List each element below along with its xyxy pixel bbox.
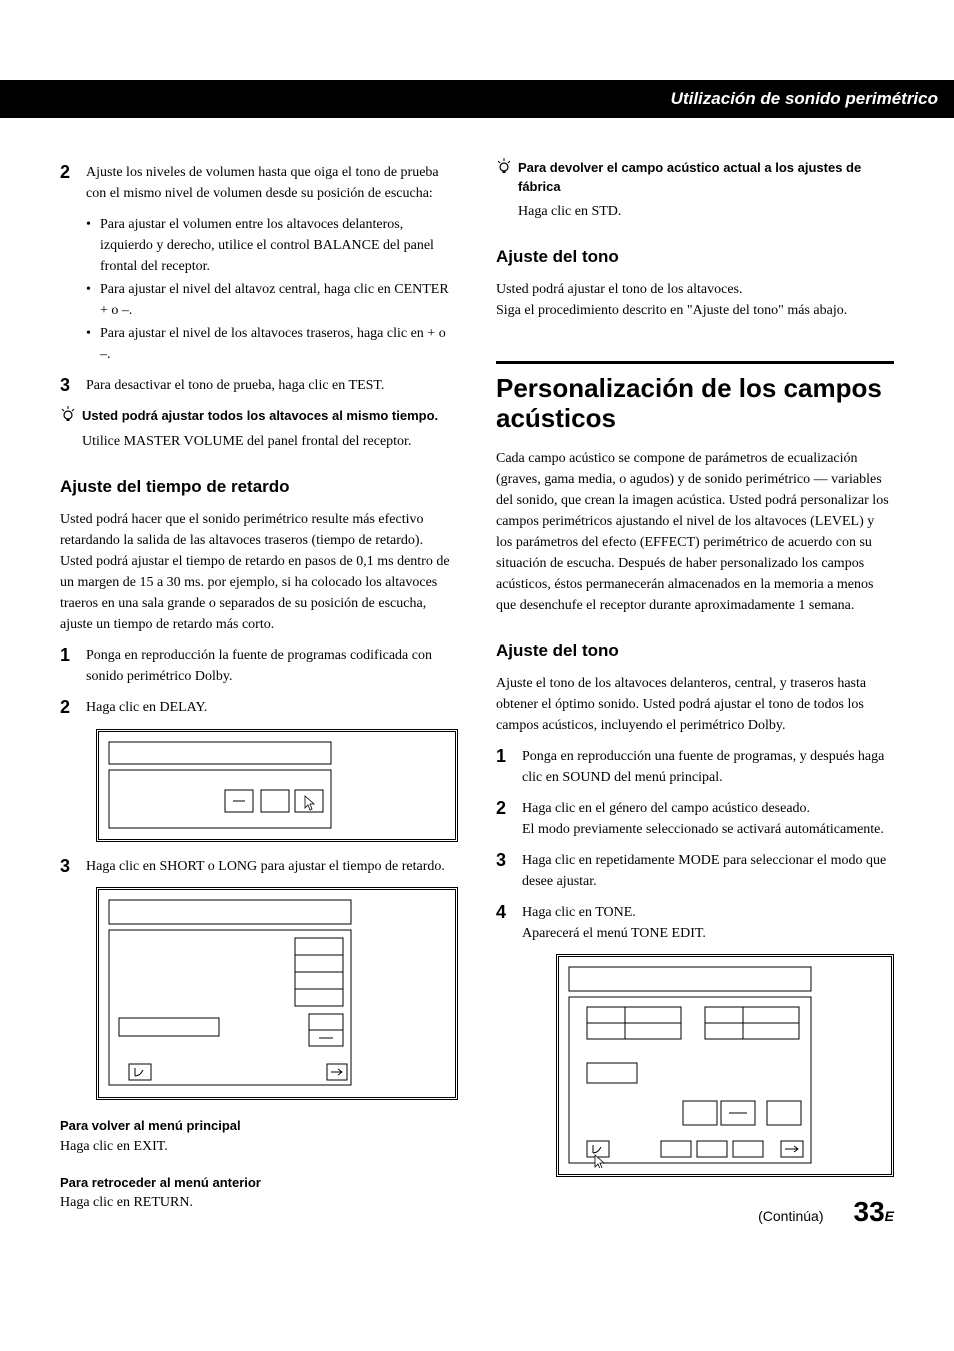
footer: (Continúa) 33E [496, 1191, 894, 1233]
heading-personalization: Personalización de los campos acústicos [496, 374, 894, 434]
page-suffix: E [885, 1208, 894, 1224]
step-text: Ponga en reproducción la fuente de progr… [86, 645, 458, 687]
two-column-layout: 2 Ajuste los niveles de volumen hasta qu… [60, 158, 894, 1234]
step-number: 2 [496, 798, 522, 840]
step-number: 1 [496, 746, 522, 788]
continued-label: (Continúa) [758, 1206, 823, 1227]
paragraph: Haga clic en RETURN. [60, 1192, 458, 1213]
left-column: 2 Ajuste los niveles de volumen hasta qu… [60, 158, 458, 1234]
page-number: 33E [854, 1191, 895, 1233]
retardo-step-1: 1 Ponga en reproducción la fuente de pro… [60, 645, 458, 687]
step-text-line: El modo previamente seleccionado se acti… [522, 822, 884, 837]
step-text: Ajuste los niveles de volumen hasta que … [86, 162, 458, 204]
retardo-step-2: 2 Haga clic en DELAY. [60, 697, 458, 719]
heading-tono: Ajuste del tono [496, 244, 894, 270]
sub-heading: Para retroceder al menú anterior [60, 1173, 458, 1193]
paragraph: Siga el procedimiento descrito en "Ajust… [496, 300, 894, 321]
tono-step-1: 1 Ponga en reproducción una fuente de pr… [496, 746, 894, 788]
step-text: Haga clic en SHORT o LONG para ajustar e… [86, 856, 458, 878]
list-item: Para ajustar el nivel del altavoz centra… [86, 279, 458, 321]
tip-title: Usted podrá ajustar todos los altavoces … [82, 406, 458, 427]
step-number: 3 [60, 856, 86, 878]
tip: Usted podrá ajustar todos los altavoces … [60, 406, 458, 427]
paragraph: Cada campo acústico se compone de paráme… [496, 448, 894, 616]
tip-body: Haga clic en STD. [518, 201, 894, 222]
paragraph: Ajuste el tono de los altavoces delanter… [496, 673, 894, 736]
step-text: Haga clic en el género del campo acústic… [522, 798, 894, 840]
sub-heading: Para volver al menú principal [60, 1116, 458, 1136]
tono-step-4: 4 Haga clic en TONE. Aparecerá el menú T… [496, 902, 894, 944]
step-number: 3 [496, 850, 522, 892]
short-long-diagram [96, 887, 458, 1100]
step-3: 3 Para desactivar el tono de prueba, hag… [60, 375, 458, 397]
step-text-line: Haga clic en el género del campo acústic… [522, 801, 810, 816]
paragraph: Usted podrá hacer que el sonido perimétr… [60, 509, 458, 635]
paragraph: Haga clic en EXIT. [60, 1136, 458, 1157]
tip-body: Utilice MASTER VOLUME del panel frontal … [82, 431, 458, 452]
page-number-value: 33 [854, 1196, 885, 1227]
right-column: Para devolver el campo acústico actual a… [496, 158, 894, 1234]
tono-step-2: 2 Haga clic en el género del campo acúst… [496, 798, 894, 840]
heading-retardo: Ajuste del tiempo de retardo [60, 474, 458, 500]
section-header: Utilización de sonido perimétrico [0, 80, 954, 118]
step-text: Ponga en reproducción una fuente de prog… [522, 746, 894, 788]
heading-tono-2: Ajuste del tono [496, 638, 894, 664]
list-item: Para ajustar el nivel de los altavoces t… [86, 323, 458, 365]
step-text-line: Haga clic en TONE. [522, 905, 636, 920]
tip-icon [60, 406, 82, 427]
bullet-list: Para ajustar el volumen entre los altavo… [86, 214, 458, 365]
step-number: 1 [60, 645, 86, 687]
list-item: Para ajustar el volumen entre los altavo… [86, 214, 458, 277]
step-number: 2 [60, 697, 86, 719]
step-number: 2 [60, 162, 86, 204]
tip: Para devolver el campo acústico actual a… [496, 158, 894, 197]
step-2: 2 Ajuste los niveles de volumen hasta qu… [60, 162, 458, 204]
step-number: 3 [60, 375, 86, 397]
step-text: Haga clic en DELAY. [86, 697, 458, 719]
paragraph: Usted podrá ajustar el tono de los altav… [496, 279, 894, 300]
tone-edit-diagram [556, 954, 894, 1177]
step-text-line: Aparecerá el menú TONE EDIT. [522, 926, 706, 941]
tip-icon [496, 158, 518, 197]
step-number: 4 [496, 902, 522, 944]
step-text: Haga clic en TONE. Aparecerá el menú TON… [522, 902, 894, 944]
delay-menu-diagram [96, 729, 458, 842]
section-rule [496, 361, 894, 364]
step-text: Haga clic en repetidamente MODE para sel… [522, 850, 894, 892]
tip-title: Para devolver el campo acústico actual a… [518, 158, 894, 197]
retardo-step-3: 3 Haga clic en SHORT o LONG para ajustar… [60, 856, 458, 878]
tono-step-3: 3 Haga clic en repetidamente MODE para s… [496, 850, 894, 892]
step-text: Para desactivar el tono de prueba, haga … [86, 375, 458, 397]
